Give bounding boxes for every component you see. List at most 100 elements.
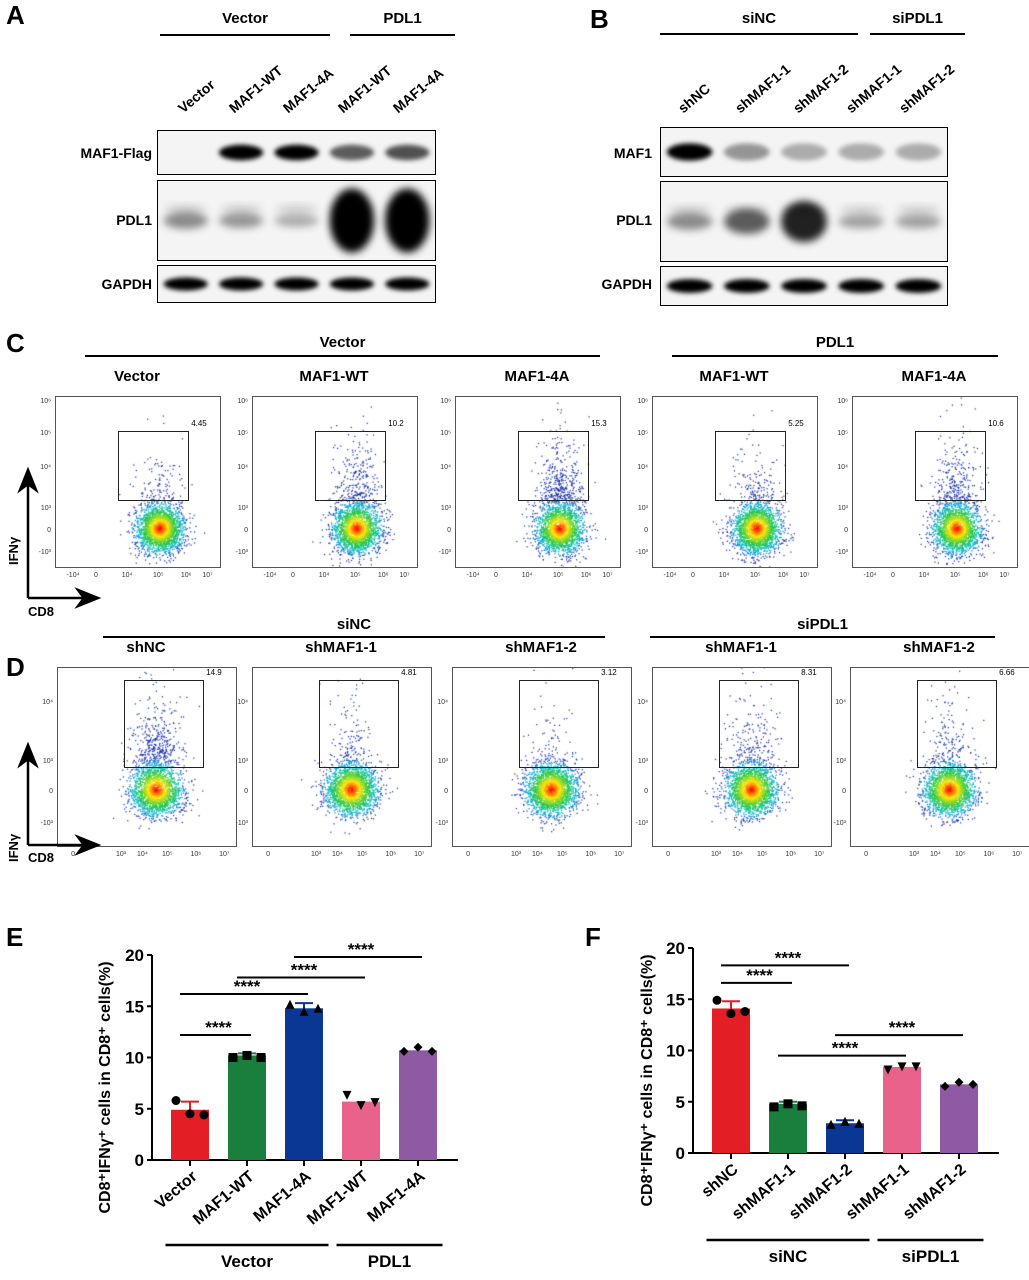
flow-density-dots bbox=[253, 668, 431, 846]
panel-label-f: F bbox=[585, 922, 601, 952]
y-tick-label: 10³ bbox=[440, 504, 451, 512]
group-line bbox=[870, 33, 965, 35]
y-tick-label: 10⁴ bbox=[437, 699, 448, 707]
x-axis-label: CD8 bbox=[28, 604, 55, 619]
significance-label: **** bbox=[775, 948, 802, 967]
y-tick-label: 15 bbox=[666, 990, 685, 1009]
y-tick-label: 5 bbox=[135, 1100, 144, 1119]
row-label: MAF1-Flag bbox=[80, 145, 152, 161]
x-tick-label: 0 bbox=[71, 851, 75, 858]
y-tick-label: 0 bbox=[244, 788, 248, 796]
flow-plot: 3.12 bbox=[452, 667, 632, 847]
protein-band-faint bbox=[220, 204, 263, 213]
y-tick-label: -10³ bbox=[635, 549, 648, 557]
y-tick-label: 0 bbox=[644, 788, 648, 796]
y-tick-label: 10⁴ bbox=[440, 464, 451, 472]
group-line bbox=[350, 34, 455, 36]
data-point bbox=[726, 1009, 736, 1019]
gate-rectangle[interactable] bbox=[915, 431, 987, 501]
y-tick-label: 0 bbox=[842, 788, 846, 796]
gate-rectangle[interactable] bbox=[718, 680, 800, 768]
group-label: siNC bbox=[336, 616, 372, 633]
x-tick-label: 10⁵ bbox=[757, 851, 768, 858]
gate-rectangle[interactable] bbox=[916, 680, 998, 768]
protein-band bbox=[218, 144, 264, 161]
y-tick-label: 10⁵ bbox=[637, 430, 648, 438]
flow-density-dots bbox=[253, 397, 417, 567]
x-tick-label: 10⁶ bbox=[777, 572, 789, 579]
x-tick-label: 10⁴ bbox=[318, 572, 330, 579]
x-tick-label: MAF1-4A bbox=[365, 1168, 429, 1226]
row-label: PDL1 bbox=[116, 212, 152, 228]
blot-pdl1 bbox=[660, 181, 948, 262]
x-tick-label: 10⁶ bbox=[983, 851, 995, 858]
gate-rectangle[interactable] bbox=[715, 431, 787, 501]
flow-plot: 15.3 bbox=[455, 396, 621, 568]
y-tick-label: 0 bbox=[49, 788, 53, 796]
gate-rectangle[interactable] bbox=[318, 680, 400, 768]
data-point bbox=[199, 1110, 209, 1120]
blot-image bbox=[666, 200, 942, 243]
y-tick-label: -10³ bbox=[38, 549, 51, 557]
x-tick-label: 0 bbox=[864, 851, 868, 858]
x-tick-label: 10⁵ bbox=[949, 572, 961, 579]
flow-plot-title: MAF1-WT bbox=[699, 368, 769, 385]
y-tick-label: 10⁵ bbox=[40, 430, 51, 438]
gate-rectangle[interactable] bbox=[518, 431, 590, 501]
protein-band bbox=[723, 209, 770, 234]
lane-label: MAF1-WT bbox=[225, 62, 286, 116]
data-point bbox=[783, 1099, 793, 1109]
x-tick-label: 10⁷ bbox=[799, 572, 810, 579]
y-tick-label: 10³ bbox=[237, 504, 248, 512]
y-axis-label: IFNγ bbox=[6, 833, 21, 862]
protein-band bbox=[218, 212, 264, 229]
flow-plot-title: Vector bbox=[114, 368, 160, 385]
x-tick-label: -10⁴ bbox=[663, 572, 677, 579]
data-point bbox=[712, 995, 722, 1005]
protein-band bbox=[838, 279, 885, 293]
error-bar bbox=[181, 1100, 199, 1110]
lane-label: shMAF1-1 bbox=[842, 60, 905, 116]
flow-density-dots bbox=[58, 668, 236, 846]
bar-chart-f: 0 5 10 15 20 CD8⁺IFNγ⁺ cells in CD8⁺ cells(%)… bbox=[639, 939, 999, 1266]
x-tick-label: 10³ bbox=[311, 851, 322, 858]
data-point bbox=[413, 1042, 423, 1052]
gate-rectangle[interactable] bbox=[518, 680, 600, 768]
flow-plot-title: shMAF1-2 bbox=[505, 639, 577, 656]
protein-band bbox=[895, 279, 942, 293]
data-point bbox=[769, 1102, 779, 1112]
group-label: Vector bbox=[222, 10, 268, 27]
y-tick-label: 10⁶ bbox=[837, 397, 848, 405]
protein-band bbox=[274, 213, 319, 228]
group-label: Vector bbox=[319, 334, 366, 351]
gate-rectangle[interactable] bbox=[123, 680, 205, 768]
x-tick-label: Vector bbox=[152, 1168, 200, 1212]
lane-label: shMAF1-1 bbox=[731, 60, 794, 116]
y-tick-label: 10³ bbox=[637, 504, 648, 512]
y-tick-label: 10³ bbox=[835, 758, 846, 766]
gate-percentage: 15.3 bbox=[591, 419, 607, 428]
y-tick-label: 10⁴ bbox=[237, 699, 248, 707]
x-tick-label: 10⁷ bbox=[602, 572, 613, 579]
group-label: PDL1 bbox=[368, 1252, 411, 1271]
flow-density-dots bbox=[653, 668, 831, 846]
data-point bbox=[299, 1006, 309, 1016]
bar bbox=[342, 1101, 380, 1160]
x-tick-label: 10⁶ bbox=[977, 572, 989, 579]
protein-band bbox=[723, 279, 770, 293]
blot-gapdh bbox=[157, 265, 436, 303]
data-point bbox=[954, 1077, 964, 1087]
data-point bbox=[313, 1003, 323, 1013]
protein-band bbox=[163, 277, 208, 291]
gate-rectangle[interactable] bbox=[118, 431, 190, 501]
y-tick-label: -10³ bbox=[833, 820, 846, 828]
y-tick-label: 10⁵ bbox=[837, 430, 848, 438]
protein-band-faint bbox=[839, 205, 883, 214]
y-tick-label: 0 bbox=[644, 527, 648, 534]
data-point bbox=[228, 1053, 238, 1062]
data-point bbox=[427, 1046, 437, 1056]
y-tick-label: 10³ bbox=[237, 758, 248, 766]
protein-band bbox=[385, 188, 430, 253]
flow-plot: 10.2 bbox=[252, 396, 418, 568]
gate-rectangle[interactable] bbox=[315, 431, 387, 501]
